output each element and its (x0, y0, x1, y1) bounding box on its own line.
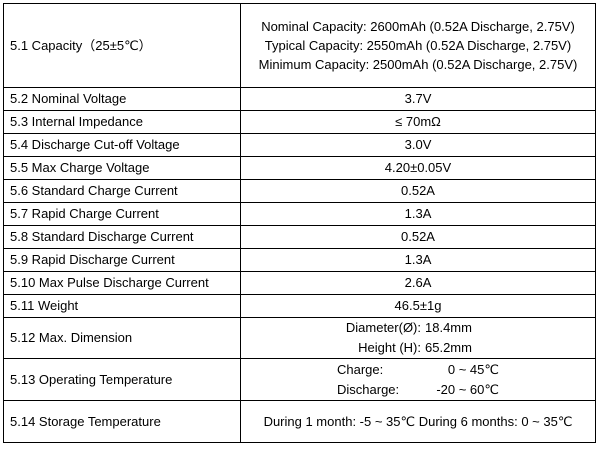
spec-row-standard-charge-current: 5.6 Standard Charge Current 0.52A (3, 179, 596, 203)
spec-param-label: 5.3 Internal Impedance (3, 110, 241, 134)
spec-param-label: 5.1 Capacity（25±5℃） (3, 3, 241, 88)
capacity-description: Nominal Capacity: 2600mAh (0.52A Dischar… (258, 19, 578, 72)
height-label: Height (H): (358, 340, 421, 355)
battery-spec-table: 5.1 Capacity（25±5℃） Nominal Capacity: 26… (3, 3, 596, 443)
spec-param-value: 3.7V (240, 87, 596, 111)
spec-param-label: 5.10 Max Pulse Discharge Current (3, 271, 241, 295)
dimension-diameter-line: Diameter(Ø): 18.4mm (247, 318, 589, 338)
spec-param-value: 4.20±0.05V (240, 156, 596, 180)
spec-param-value: 3.0V (240, 133, 596, 157)
spec-param-value: 46.5±1g (240, 294, 596, 318)
spec-param-value: Nominal Capacity: 2600mAh (0.52A Dischar… (240, 3, 596, 88)
spec-param-label: 5.9 Rapid Discharge Current (3, 248, 241, 272)
spec-param-label: 5.7 Rapid Charge Current (3, 202, 241, 226)
spec-row-capacity: 5.1 Capacity（25±5℃） Nominal Capacity: 26… (3, 3, 596, 88)
spec-param-label: 5.11 Weight (3, 294, 241, 318)
spec-row-rapid-discharge-current: 5.9 Rapid Discharge Current 1.3A (3, 248, 596, 272)
height-value: 65.2mm (425, 340, 472, 355)
operating-discharge-line: Discharge: -20 ~ 60℃ (247, 380, 589, 400)
spec-param-value: Charge: 0 ~ 45℃ Discharge: -20 ~ 60℃ (240, 358, 596, 401)
diameter-value: 18.4mm (425, 320, 472, 335)
discharge-temp-label: Discharge: (337, 381, 400, 397)
spec-row-nominal-voltage: 5.2 Nominal Voltage 3.7V (3, 87, 596, 111)
spec-row-rapid-charge-current: 5.7 Rapid Charge Current 1.3A (3, 202, 596, 226)
charge-temp-label: Charge: (337, 361, 384, 377)
spec-param-value: 0.52A (240, 179, 596, 203)
spec-param-value: 1.3A (240, 248, 596, 272)
spec-row-max-dimension: 5.12 Max. Dimension Diameter(Ø): 18.4mm H… (3, 317, 596, 359)
discharge-temp-value: -20 ~ 60℃ (436, 381, 499, 397)
spec-param-label: 5.14 Storage Temperature (3, 400, 241, 443)
spec-param-label: 5.8 Standard Discharge Current (3, 225, 241, 249)
dimension-height-line: Height (H): 65.2mm (247, 338, 589, 358)
charge-temp-value: 0 ~ 45℃ (447, 361, 499, 377)
spec-param-label: 5.12 Max. Dimension (3, 317, 241, 359)
spec-row-discharge-cutoff-voltage: 5.4 Discharge Cut-off Voltage 3.0V (3, 133, 596, 157)
spec-param-value: 0.52A (240, 225, 596, 249)
spec-row-internal-impedance: 5.3 Internal Impedance ≤ 70mΩ (3, 110, 596, 134)
spec-row-max-charge-voltage: 5.5 Max Charge Voltage 4.20±0.05V (3, 156, 596, 180)
operating-charge-line: Charge: 0 ~ 45℃ (247, 360, 589, 380)
spec-param-value: Diameter(Ø): 18.4mm Height (H): 65.2mm (240, 317, 596, 359)
spec-param-value: During 1 month: -5 ~ 35℃ During 6 months… (240, 400, 596, 443)
spec-param-value: 2.6A (240, 271, 596, 295)
spec-param-label: 5.4 Discharge Cut-off Voltage (3, 133, 241, 157)
diameter-label: Diameter(Ø): (345, 320, 421, 335)
spec-row-operating-temperature: 5.13 Operating Temperature Charge: 0 ~ 45… (3, 358, 596, 401)
spec-param-label: 5.2 Nominal Voltage (3, 87, 241, 111)
spec-row-standard-discharge-current: 5.8 Standard Discharge Current 0.52A (3, 225, 596, 249)
spec-row-weight: 5.11 Weight 46.5±1g (3, 294, 596, 318)
spec-param-value: 1.3A (240, 202, 596, 226)
spec-param-label: 5.13 Operating Temperature (3, 358, 241, 401)
spec-param-label: 5.5 Max Charge Voltage (3, 156, 241, 180)
spec-param-value: ≤ 70mΩ (240, 110, 596, 134)
spec-param-label: 5.6 Standard Charge Current (3, 179, 241, 203)
spec-row-storage-temperature: 5.14 Storage Temperature During 1 month:… (3, 400, 596, 443)
spec-row-max-pulse-discharge-current: 5.10 Max Pulse Discharge Current 2.6A (3, 271, 596, 295)
